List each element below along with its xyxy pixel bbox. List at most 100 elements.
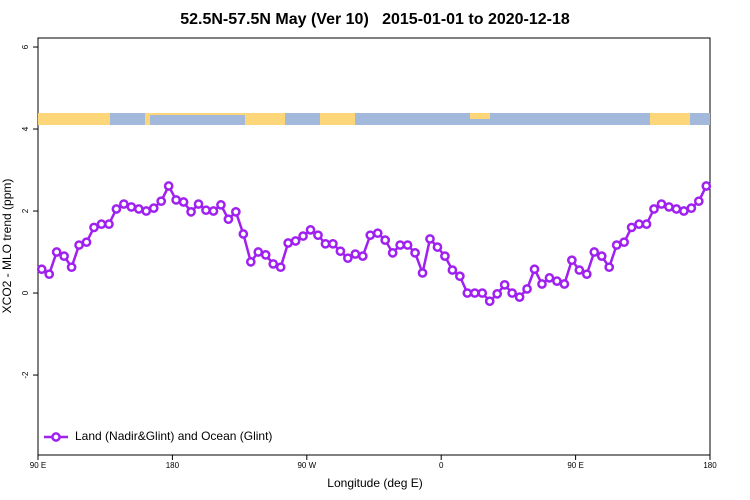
data-point bbox=[328, 238, 338, 249]
data-point bbox=[290, 236, 301, 246]
y-tick-label: 0 bbox=[21, 290, 30, 295]
data-point bbox=[649, 204, 659, 214]
data-point bbox=[410, 248, 420, 258]
map-band bbox=[38, 113, 710, 125]
data-point bbox=[275, 262, 286, 273]
data-point bbox=[163, 181, 174, 191]
data-point bbox=[679, 206, 689, 216]
data-point bbox=[664, 202, 674, 212]
data-point bbox=[193, 199, 204, 209]
data-point bbox=[469, 288, 480, 298]
data-point bbox=[357, 251, 368, 261]
data-point bbox=[66, 262, 77, 273]
data-point bbox=[425, 234, 435, 244]
x-tick-label: 90 E bbox=[567, 461, 583, 470]
data-point bbox=[447, 265, 458, 275]
data-point bbox=[335, 246, 346, 257]
data-point bbox=[492, 289, 503, 299]
data-point bbox=[417, 268, 428, 278]
data-point bbox=[395, 240, 405, 250]
data-point bbox=[208, 206, 219, 216]
data-point bbox=[350, 249, 361, 259]
data-point bbox=[111, 204, 122, 214]
data-point bbox=[186, 207, 196, 217]
data-point bbox=[611, 240, 622, 250]
x-tick-label: 180 bbox=[703, 461, 717, 470]
data-point bbox=[253, 247, 264, 257]
data-point bbox=[238, 229, 249, 239]
data-point bbox=[619, 237, 629, 248]
data-point bbox=[223, 214, 234, 225]
data-point bbox=[343, 253, 353, 264]
data-point bbox=[36, 264, 47, 275]
data-point bbox=[305, 225, 316, 235]
data-point bbox=[89, 222, 99, 233]
data-point bbox=[81, 237, 92, 248]
data-point bbox=[440, 251, 450, 261]
data-point bbox=[148, 203, 159, 214]
data-point bbox=[231, 207, 241, 217]
data-point bbox=[529, 264, 540, 275]
data-point bbox=[104, 219, 114, 230]
data-point bbox=[581, 269, 592, 280]
data-point bbox=[686, 203, 697, 214]
data-point bbox=[596, 251, 607, 261]
data-point bbox=[544, 273, 555, 283]
data-point bbox=[671, 204, 682, 214]
data-point bbox=[499, 279, 510, 290]
data-point bbox=[380, 235, 391, 245]
data-point bbox=[559, 279, 570, 289]
data-point bbox=[178, 197, 189, 207]
y-tick-label: 4 bbox=[21, 126, 30, 131]
data-point bbox=[268, 259, 279, 269]
data-point bbox=[156, 196, 167, 207]
data-point bbox=[522, 284, 532, 294]
data-point bbox=[634, 219, 644, 230]
data-point bbox=[141, 206, 152, 216]
data-point bbox=[51, 247, 62, 257]
x-tick-label: 90 W bbox=[297, 461, 316, 470]
x-axis-label: Longitude (deg E) bbox=[327, 476, 422, 490]
y-tick-label: -2 bbox=[21, 371, 30, 379]
data-point bbox=[402, 240, 413, 250]
data-point bbox=[537, 279, 547, 289]
data-point bbox=[216, 200, 226, 210]
data-point bbox=[298, 231, 308, 241]
data-point bbox=[59, 251, 69, 261]
data-point bbox=[514, 292, 525, 302]
data-point bbox=[283, 238, 293, 248]
data-point bbox=[455, 271, 465, 282]
data-point bbox=[201, 205, 211, 216]
x-tick-label: 90 E bbox=[30, 461, 46, 470]
data-point bbox=[552, 276, 562, 286]
data-point bbox=[365, 230, 376, 241]
data-point bbox=[313, 230, 323, 241]
data-point bbox=[567, 255, 577, 266]
y-axis-label: XCO2 - MLO trend (ppm) bbox=[0, 179, 14, 314]
chart-title: 52.5N-57.5N May (Ver 10) 2015-01-01 to 2… bbox=[180, 11, 570, 28]
data-point bbox=[484, 296, 495, 307]
data-point bbox=[507, 288, 517, 298]
data-point bbox=[604, 262, 615, 273]
data-point bbox=[574, 265, 585, 275]
data-point bbox=[693, 196, 704, 207]
plot-frame bbox=[37, 37, 711, 456]
y-tick-label: 2 bbox=[21, 208, 30, 213]
data-point bbox=[641, 219, 652, 230]
data-point bbox=[656, 199, 667, 209]
series-line bbox=[41, 183, 708, 304]
data-point bbox=[701, 181, 712, 191]
data-point bbox=[626, 222, 637, 233]
data-point bbox=[119, 199, 129, 209]
data-point bbox=[245, 257, 256, 267]
data-point bbox=[589, 247, 600, 257]
data-point bbox=[387, 248, 398, 258]
data-point bbox=[372, 228, 383, 239]
data-point bbox=[432, 242, 443, 252]
x-tick-label: 0 bbox=[439, 461, 444, 470]
x-tick-label: 180 bbox=[166, 461, 180, 470]
legend-label: Land (Nadir&Glint) and Ocean (Glint) bbox=[75, 429, 272, 443]
data-point bbox=[133, 204, 144, 214]
data-point bbox=[477, 288, 488, 298]
